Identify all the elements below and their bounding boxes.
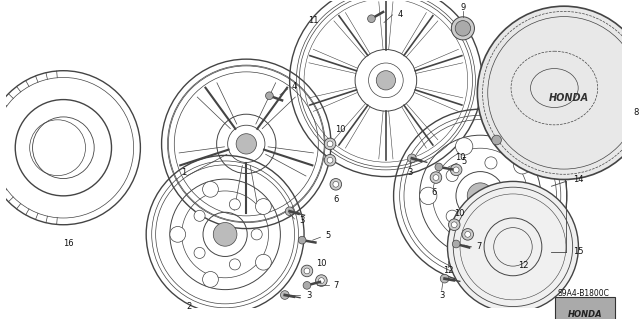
Text: 10: 10 (316, 259, 326, 268)
Circle shape (213, 223, 237, 246)
Text: 1: 1 (181, 168, 186, 177)
Circle shape (330, 179, 342, 190)
Text: 3: 3 (300, 216, 305, 226)
Text: 7: 7 (333, 281, 339, 290)
Text: 9: 9 (460, 3, 465, 12)
Circle shape (236, 134, 257, 154)
Text: 4: 4 (292, 82, 297, 91)
Circle shape (194, 210, 205, 221)
Circle shape (453, 167, 459, 173)
Circle shape (255, 254, 271, 270)
Circle shape (485, 157, 497, 169)
Circle shape (447, 182, 579, 312)
Text: 14: 14 (573, 175, 584, 184)
Text: 16: 16 (63, 240, 74, 249)
Text: 3: 3 (407, 168, 413, 177)
Circle shape (327, 157, 333, 163)
Circle shape (319, 278, 324, 284)
Circle shape (298, 236, 306, 244)
Circle shape (514, 157, 531, 174)
Circle shape (203, 182, 218, 197)
Circle shape (451, 222, 457, 228)
Circle shape (285, 207, 294, 216)
Circle shape (485, 223, 497, 235)
Text: 12: 12 (444, 266, 454, 275)
Circle shape (255, 199, 271, 214)
Text: 6: 6 (333, 195, 339, 204)
Text: 2: 2 (186, 302, 191, 311)
Circle shape (303, 282, 311, 289)
Circle shape (327, 141, 333, 147)
Text: HONDA: HONDA (548, 93, 589, 103)
Text: 10: 10 (454, 209, 464, 218)
Circle shape (433, 175, 439, 181)
Text: 12: 12 (518, 261, 529, 270)
Circle shape (509, 190, 521, 202)
Circle shape (446, 169, 458, 182)
Text: 11: 11 (308, 16, 319, 25)
Circle shape (229, 199, 241, 210)
Circle shape (203, 271, 218, 287)
Text: 5: 5 (326, 231, 331, 240)
Text: 10: 10 (335, 125, 346, 134)
Circle shape (408, 154, 416, 163)
Circle shape (170, 226, 186, 242)
Circle shape (367, 15, 375, 23)
Circle shape (440, 274, 449, 283)
Text: 8: 8 (634, 108, 639, 117)
Circle shape (449, 219, 460, 231)
Circle shape (467, 183, 493, 209)
Text: 5: 5 (461, 157, 467, 166)
Text: HONDA: HONDA (568, 310, 602, 319)
Text: 3: 3 (439, 291, 444, 300)
Circle shape (266, 92, 273, 100)
Circle shape (304, 268, 310, 274)
Circle shape (465, 232, 470, 237)
Circle shape (446, 210, 458, 222)
Circle shape (194, 248, 205, 258)
Text: S9A4-B1800C: S9A4-B1800C (557, 289, 609, 298)
Circle shape (452, 240, 460, 248)
Circle shape (435, 163, 443, 171)
Circle shape (456, 237, 473, 254)
Circle shape (316, 275, 327, 286)
Circle shape (492, 135, 501, 145)
Text: 7: 7 (477, 242, 482, 251)
Circle shape (324, 138, 336, 150)
Circle shape (280, 291, 289, 299)
Circle shape (333, 182, 339, 187)
Text: 10: 10 (455, 153, 465, 162)
Circle shape (451, 164, 462, 176)
Circle shape (455, 21, 470, 36)
Circle shape (514, 218, 531, 235)
Text: 4: 4 (397, 10, 403, 19)
Circle shape (251, 229, 262, 240)
Circle shape (451, 17, 474, 40)
Text: 3: 3 (306, 291, 312, 300)
Circle shape (430, 172, 442, 183)
Circle shape (462, 229, 474, 240)
Circle shape (477, 6, 640, 180)
Circle shape (376, 71, 396, 90)
Circle shape (456, 138, 473, 155)
Text: 15: 15 (573, 247, 584, 256)
Circle shape (301, 265, 313, 277)
Circle shape (324, 154, 336, 166)
Circle shape (420, 187, 437, 204)
Circle shape (229, 259, 241, 270)
Text: 6: 6 (431, 188, 436, 197)
